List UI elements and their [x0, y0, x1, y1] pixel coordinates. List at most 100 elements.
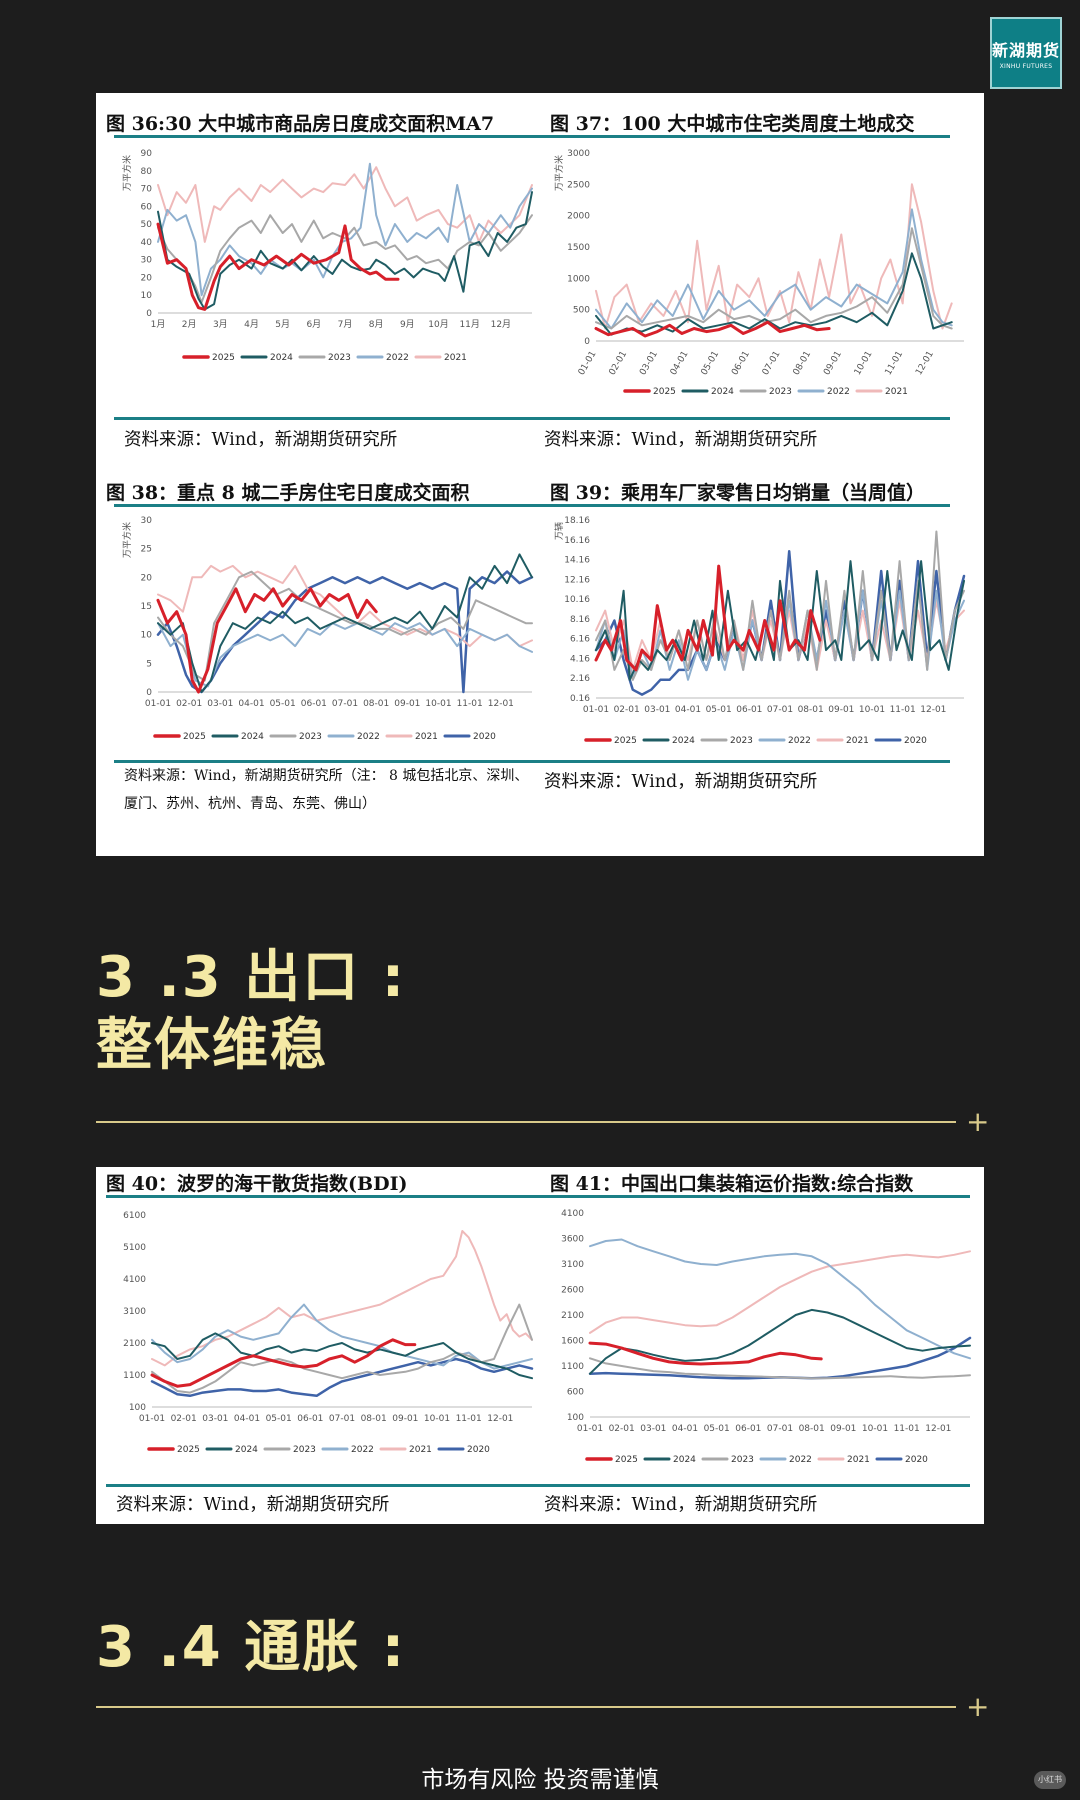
- series-line-2023: [589, 1357, 971, 1380]
- y-tick-label: 500: [573, 306, 590, 316]
- series-line-2024: [595, 560, 965, 681]
- x-tick-label: 07-01: [329, 1414, 355, 1424]
- y-tick-label: 30: [141, 256, 153, 266]
- y-axis-label: 万平方米: [553, 155, 565, 191]
- x-tick-label: 07-01: [761, 350, 783, 378]
- legend-label: 2021: [846, 736, 869, 746]
- y-tick-label: 0: [584, 337, 590, 347]
- legend-label: 2025: [177, 1445, 200, 1455]
- x-tick-label: 4月: [244, 319, 259, 330]
- x-tick-label: 11-01: [457, 699, 483, 709]
- legend-label: 2020: [904, 736, 927, 746]
- legend-label: 2020: [473, 732, 496, 742]
- y-tick-label: 60: [141, 202, 153, 212]
- legend-label: 2025: [183, 732, 206, 742]
- x-tick-label: 12-01: [920, 705, 946, 715]
- x-tick-label: 01-01: [145, 699, 171, 709]
- y-tick-label: 40: [141, 238, 153, 248]
- legend-label: 2023: [299, 732, 322, 742]
- x-tick-label: 1月: [151, 319, 166, 330]
- y-tick-label: 600: [567, 1388, 584, 1398]
- x-tick-label: 03-01: [207, 699, 233, 709]
- y-tick-label: 2000: [567, 212, 590, 222]
- y-tick-label: 1500: [567, 243, 590, 253]
- y-tick-label: 10.16: [564, 595, 590, 605]
- y-tick-label: 15: [141, 602, 152, 612]
- legend-label: 2022: [789, 1455, 812, 1465]
- y-tick-label: 25: [141, 545, 152, 555]
- x-tick-label: 10-01: [424, 1414, 450, 1424]
- y-tick-label: 50: [141, 220, 153, 230]
- y-tick-label: 20: [141, 273, 153, 283]
- risk-disclaimer: 市场有风险 投资需谨慎: [421, 1767, 659, 1793]
- legend-label: 2023: [730, 736, 753, 746]
- x-tick-label: 04-01: [675, 705, 701, 715]
- series-line-2025: [594, 320, 831, 338]
- x-tick-label: 10-01: [859, 705, 885, 715]
- x-tick-label: 11-01: [890, 705, 916, 715]
- x-tick-label: 03-01: [644, 705, 670, 715]
- chart-cell-40: 图 40：波罗的海干散货指数(BDI) 100 1100 2100 3100 4100 5…: [96, 1167, 540, 1524]
- legend-label: 2024: [673, 1455, 696, 1465]
- chart-title: 图 39：乘用车厂家零售日均销量（当周值）: [550, 482, 926, 504]
- x-tick-label: 05-01: [706, 705, 732, 715]
- chart-c41: 100 600 1100 1600 2100 2600 3100 3600 4100 01-01 0…: [561, 1209, 972, 1465]
- y-axis-label: 万辆: [553, 522, 565, 540]
- source-rule: [114, 417, 540, 420]
- series-line-2021: [595, 183, 953, 330]
- legend-label: 2024: [235, 1445, 258, 1455]
- series-line-2020: [588, 1336, 972, 1380]
- chart-panel-housing: 图 36:30 大中城市商品房日度成交面积MA7 0 10 20 30 40 50 60 70…: [96, 93, 984, 856]
- x-tick-label: 6月: [306, 319, 321, 330]
- legend-label: 2021: [415, 732, 438, 742]
- chart-c36: 0 10 20 30 40 50 60 70 80 90 万平方米 1月 2月 3月 4月 5月 6月 7月 8月 9…: [121, 149, 533, 363]
- section-divider: [96, 1121, 956, 1123]
- x-tick-label: 08-01: [361, 1414, 387, 1424]
- y-tick-label: 8.16: [570, 615, 590, 625]
- y-tick-label: 1000: [567, 274, 590, 284]
- chart-title: 图 38：重点 8 城二手房住宅日度成交面积: [106, 482, 470, 504]
- series-line-2024: [589, 1308, 971, 1375]
- title-rule: [540, 504, 950, 507]
- x-tick-label: 8月: [369, 319, 384, 330]
- chart-source: 资料来源：Wind，新湖期货研究所: [124, 430, 398, 450]
- chart-panel-export: 图 40：波罗的海干散货指数(BDI) 100 1100 2100 3100 4100 5…: [96, 1167, 984, 1524]
- x-tick-label: 7月: [338, 319, 353, 330]
- title-rule: [106, 1195, 540, 1198]
- x-tick-label: 05-01: [270, 699, 296, 709]
- y-tick-label: 2.16: [570, 674, 590, 684]
- series-line-2023: [157, 214, 533, 304]
- source-rule: [540, 760, 950, 763]
- chart-source: 资料来源：Wind，新湖期货研究所: [544, 772, 818, 792]
- y-tick-label: 10: [141, 631, 153, 641]
- chart-title: 图 40：波罗的海干散货指数(BDI): [106, 1173, 408, 1195]
- x-tick-label: 03-01: [640, 1424, 666, 1434]
- legend-label: 2020: [467, 1445, 490, 1455]
- x-tick-label: 05-01: [266, 1414, 292, 1424]
- x-tick-label: 12月: [491, 319, 511, 330]
- y-axis-label: 万平方米: [121, 522, 133, 558]
- chart-cell-39: 图 39：乘用车厂家零售日均销量（当周值） 0.16 2.16 4.16 6.16 8.…: [540, 478, 984, 856]
- y-tick-label: 100: [567, 1413, 584, 1423]
- legend-label: 2021: [885, 387, 908, 397]
- x-tick-label: 09-01: [822, 350, 844, 378]
- y-tick-label: 30: [141, 516, 153, 526]
- legend-label: 2022: [827, 387, 850, 397]
- legend-label: 2021: [409, 1445, 432, 1455]
- series-line-2024: [157, 553, 533, 693]
- legend-label: 2023: [769, 387, 792, 397]
- x-tick-label: 08-01: [798, 705, 824, 715]
- y-tick-label: 4100: [561, 1209, 584, 1219]
- legend-label: 2025: [653, 387, 676, 397]
- series-line-2022: [589, 1238, 971, 1360]
- x-tick-label: 10-01: [425, 699, 451, 709]
- y-tick-label: 12.16: [564, 575, 590, 585]
- y-tick-label: 4100: [123, 1275, 146, 1285]
- y-tick-label: 5100: [123, 1243, 146, 1253]
- section-heading-line2: 整体维稳: [96, 1013, 328, 1078]
- x-tick-label: 11-01: [894, 1424, 920, 1434]
- source-rule: [106, 1484, 540, 1487]
- x-tick-label: 5月: [275, 319, 290, 330]
- series-line-2025: [156, 222, 400, 311]
